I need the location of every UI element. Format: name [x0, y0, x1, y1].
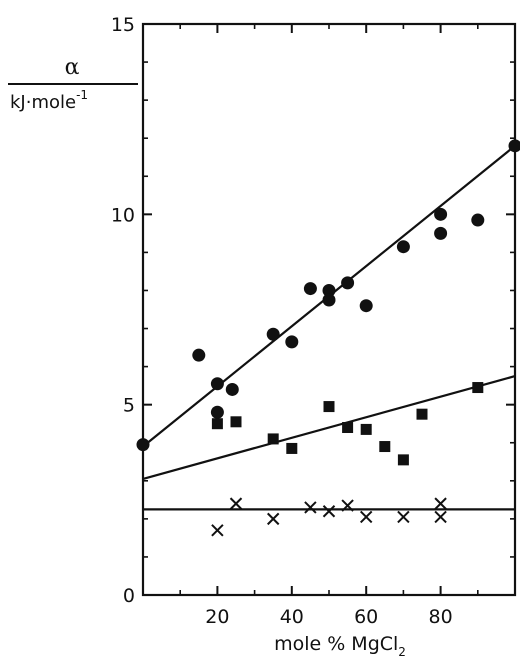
- circle-point: [192, 348, 206, 362]
- x-tick-label: 20: [205, 606, 229, 628]
- x-axis-label-subscript: 2: [398, 645, 406, 659]
- cross-point: [322, 505, 336, 518]
- data-markers: [136, 139, 520, 537]
- circle-point: [396, 240, 410, 254]
- square-point: [342, 422, 354, 434]
- cross-point: [397, 510, 410, 524]
- y-tick-label: 5: [123, 395, 135, 417]
- y-axis-label-unit: kJ·mole-1: [10, 88, 88, 113]
- circle-point: [285, 335, 299, 349]
- circle-point: [303, 282, 317, 296]
- circle-point: [471, 213, 485, 227]
- series-cross: [211, 497, 447, 537]
- cross-point: [211, 524, 224, 537]
- x-axis-label: mole % MgCl2: [274, 633, 406, 659]
- x-tick-label: 60: [354, 606, 378, 628]
- square-point: [286, 442, 298, 454]
- square-point: [472, 382, 484, 394]
- cross-point: [266, 512, 280, 526]
- y-axis-label-unit-text: kJ·mole: [10, 92, 76, 113]
- circle-point: [210, 377, 224, 391]
- circle-point: [322, 293, 336, 307]
- series-circle: [136, 139, 520, 452]
- circle-point: [434, 207, 448, 221]
- square-point: [360, 423, 372, 435]
- circle-point: [322, 283, 336, 297]
- square-point: [211, 418, 223, 430]
- x-tick-label: 80: [429, 606, 453, 628]
- circle-point: [341, 276, 355, 290]
- cross-point: [359, 510, 373, 524]
- fit-lines: [142, 144, 516, 511]
- tick-labels: 0 5 10 15 20 40 60 80: [111, 14, 453, 628]
- square-point: [379, 441, 391, 453]
- x-tick-label: 40: [280, 606, 304, 628]
- y-tick-label: 10: [111, 204, 135, 226]
- circle-point: [136, 438, 150, 452]
- series-square: [211, 382, 484, 466]
- circle-point: [359, 299, 373, 313]
- fit-line-square: [142, 375, 516, 480]
- square-point: [416, 408, 428, 420]
- circle-point: [225, 382, 239, 396]
- circle-point: [266, 327, 280, 341]
- y-axis-label: α kJ·mole-1: [8, 55, 138, 113]
- axis-ticks: [143, 23, 515, 596]
- cross-point: [434, 510, 447, 524]
- y-tick-label: 15: [111, 14, 135, 36]
- square-point: [323, 401, 335, 413]
- y-axis-label-symbol: α: [65, 55, 80, 80]
- circle-point: [434, 226, 448, 240]
- square-point: [397, 454, 409, 466]
- circle-point: [210, 405, 224, 419]
- cross-point: [341, 499, 354, 512]
- y-axis-label-unit-exponent: -1: [76, 88, 88, 102]
- cross-point: [434, 497, 447, 510]
- cross-point: [304, 501, 317, 514]
- y-tick-label: 0: [123, 585, 135, 607]
- cross-point: [229, 497, 243, 510]
- circle-point: [508, 139, 520, 153]
- square-point: [267, 433, 279, 445]
- square-point: [230, 416, 242, 428]
- x-axis-label-text: mole % MgCl: [274, 633, 398, 655]
